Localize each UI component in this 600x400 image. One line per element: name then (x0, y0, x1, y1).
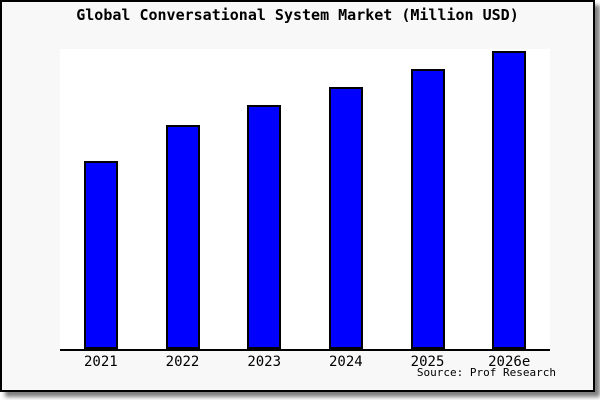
bar-slot (305, 49, 387, 349)
bar-2022 (165, 124, 200, 349)
bar-2023 (247, 105, 282, 349)
x-tick-label: 2025 (410, 354, 445, 370)
x-tick-label: 2023 (247, 354, 282, 370)
bar-2021 (83, 160, 118, 349)
chart-title: Global Conversational System Market (Mil… (76, 6, 519, 24)
x-axis-ticks: 2021 2022 2023 2024 2025 2026e (60, 354, 550, 370)
bar-slot (142, 49, 224, 349)
source-note: Source: Prof Research (416, 366, 556, 379)
x-tick-label: 2026e (488, 354, 531, 370)
bar-slot (223, 49, 305, 349)
x-tick-label: 2021 (83, 354, 118, 370)
bar-2025 (410, 69, 445, 349)
bar-2024 (328, 87, 363, 349)
bar-slot (387, 49, 469, 349)
bar-slot (60, 49, 142, 349)
chart-frame: Global Conversational System Market (Mil… (0, 0, 595, 392)
bar-2026e (492, 51, 527, 349)
x-tick-label: 2022 (165, 354, 200, 370)
x-tick-label: 2024 (328, 354, 363, 370)
bar-slot (468, 49, 550, 349)
plot-area (60, 49, 550, 351)
